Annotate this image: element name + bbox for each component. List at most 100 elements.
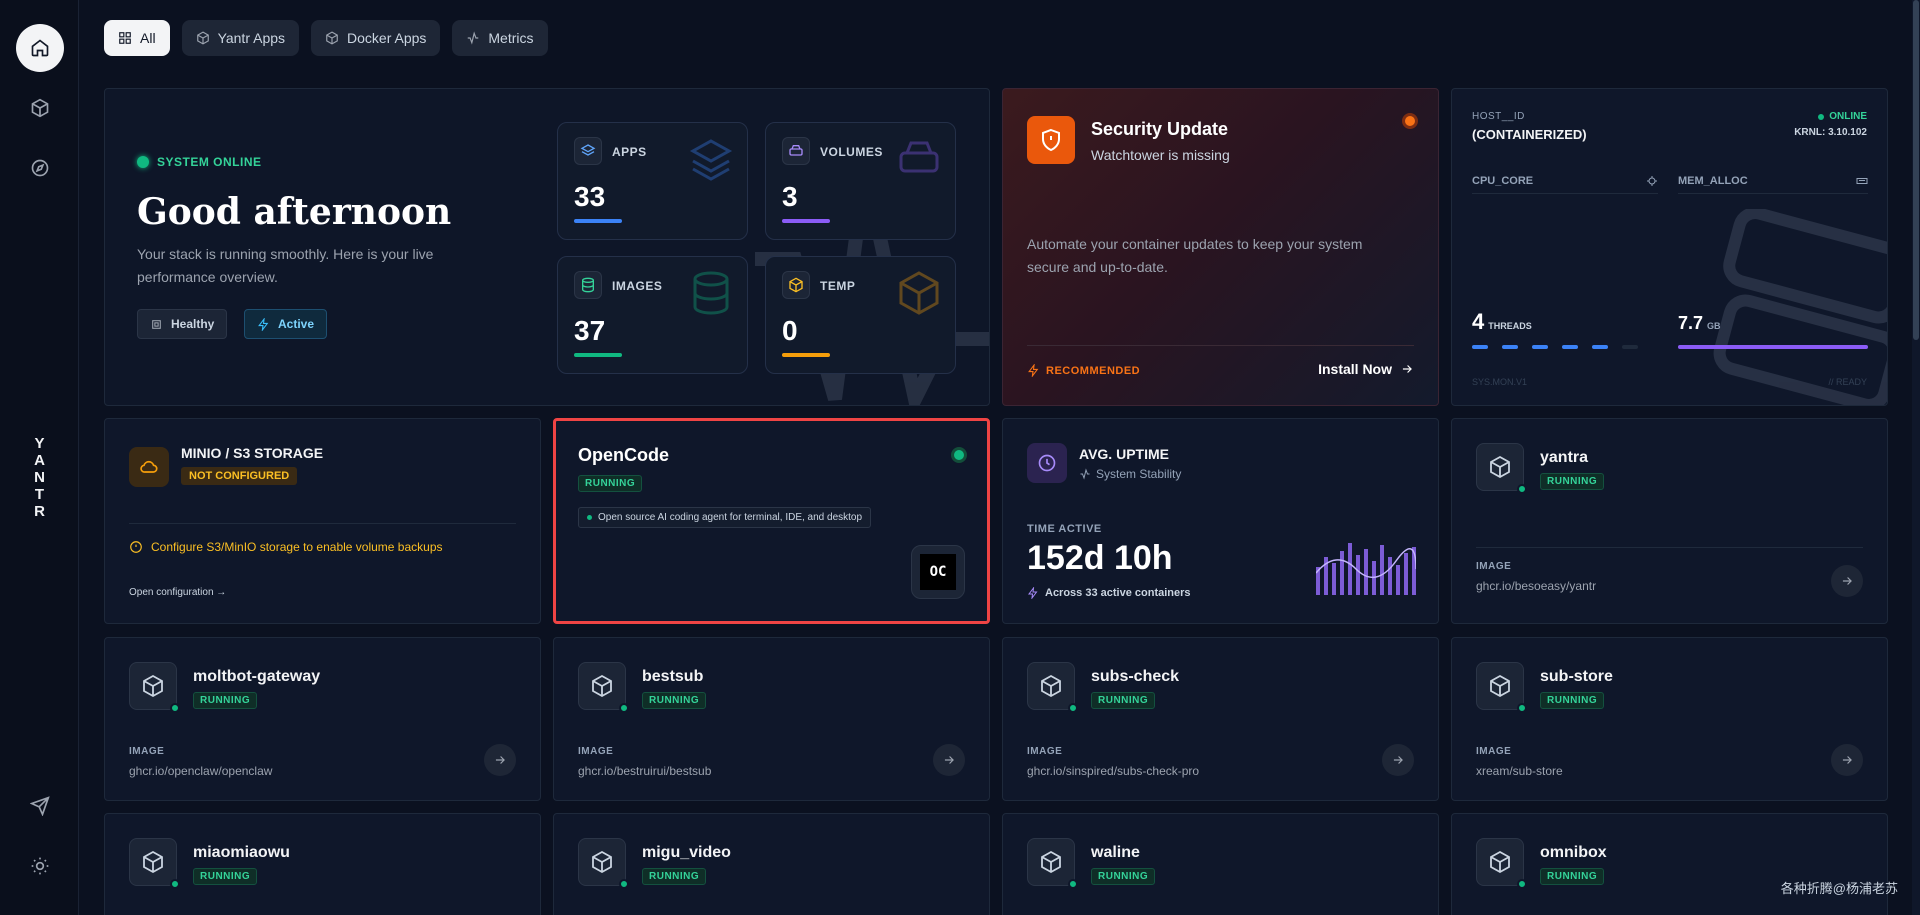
minio-card: MINIO / S3 STORAGE NOT CONFIGURED Config… [104, 418, 541, 624]
footer-text: Across 33 active containers [1045, 587, 1191, 599]
app-name: sub-store [1540, 668, 1613, 685]
open-configuration-link[interactable]: Open configuration → [129, 587, 227, 598]
drive-icon [782, 137, 810, 165]
image-name: xream/sub-store [1476, 764, 1563, 778]
tab-all[interactable]: All [104, 20, 170, 56]
open-app-button[interactable] [484, 744, 516, 776]
install-label: Install Now [1318, 361, 1392, 377]
arrow-right-icon [1842, 577, 1852, 585]
stat-label: APPS [612, 145, 647, 159]
status-dot [619, 703, 629, 713]
cpu-label: CPU_CORE [1472, 175, 1534, 187]
subtitle-line: performance overview. [137, 269, 278, 285]
security-subtitle: Watchtower is missing [1091, 147, 1230, 163]
arrow-right-icon [495, 756, 505, 764]
server-graphic [1713, 209, 1887, 405]
host-kernel: KRNL: 3.10.102 [1794, 127, 1867, 138]
status-dot [170, 879, 180, 889]
tab-label: Yantr Apps [217, 30, 286, 46]
badge-label: Active [278, 317, 315, 331]
app-card-miaomiaowu[interactable]: miaomiaowu RUNNING [104, 813, 541, 915]
tab-label: All [140, 30, 156, 46]
status-badge: RUNNING [1540, 868, 1605, 885]
subtitle-line: Your stack is running smoothly. Here is … [137, 246, 434, 262]
app-name: moltbot-gateway [193, 668, 321, 685]
status-badge: RUNNING [1091, 692, 1156, 709]
scrollbar-thumb[interactable] [1913, 0, 1919, 340]
stat-value: 3 [782, 181, 798, 212]
send-icon [30, 796, 50, 816]
image-name: ghcr.io/sinspired/subs-check-pro [1027, 764, 1200, 778]
shield-icon [1027, 116, 1075, 164]
activity-icon [468, 31, 479, 45]
status-dot [137, 156, 149, 168]
stat-images[interactable]: IMAGES 37 [557, 256, 748, 374]
stat-apps[interactable]: APPS 33 [557, 122, 748, 240]
opencode-description: Open source AI coding agent for terminal… [578, 507, 872, 528]
arrow-right-icon [944, 756, 954, 764]
app-card-migu-video[interactable]: migu_video RUNNING [553, 813, 990, 915]
app-card-yantra[interactable]: yantra RUNNING IMAGE ghcr.io/besoeasy/ya… [1451, 418, 1888, 624]
recommended-label: RECOMMENDED [1027, 364, 1140, 377]
nav-apps[interactable] [16, 84, 64, 132]
system-status: SYSTEM ONLINE [137, 155, 262, 169]
arrow-right-icon [1842, 756, 1852, 764]
box-icon [326, 31, 338, 45]
stat-temp[interactable]: TEMP 0 [765, 256, 956, 374]
brand-letter: R [34, 503, 45, 520]
nav-send[interactable] [16, 782, 64, 830]
app-card-bestsub[interactable]: bestsub RUNNING IMAGE ghcr.io/bestruirui… [553, 637, 990, 801]
status-dot [1068, 703, 1078, 713]
brand-logo: Y A N T R [0, 435, 79, 520]
arrow-right-icon [1393, 756, 1403, 764]
minio-title: MINIO / S3 STORAGE [181, 445, 324, 461]
app-card-subs-check[interactable]: subs-check RUNNING IMAGE ghcr.io/sinspir… [1002, 637, 1439, 801]
stat-label: VOLUMES [820, 145, 883, 159]
bolt-icon [1028, 364, 1039, 377]
thread-seg [1592, 345, 1608, 349]
install-now-button[interactable]: Install Now [1318, 361, 1414, 377]
open-app-button[interactable] [933, 744, 965, 776]
divider [1027, 345, 1414, 346]
app-card-waline[interactable]: waline RUNNING [1002, 813, 1439, 915]
threads-bar [1472, 345, 1658, 349]
box-icon [1027, 838, 1078, 889]
thread-seg [1562, 345, 1578, 349]
theme-toggle[interactable] [16, 842, 64, 890]
thread-seg [1472, 345, 1488, 349]
thread-seg [1532, 345, 1548, 349]
stat-value: 37 [574, 315, 606, 346]
box-icon [129, 838, 180, 889]
tab-docker-apps[interactable]: Docker Apps [311, 20, 441, 56]
stat-volumes[interactable]: VOLUMES 3 [765, 122, 956, 240]
tab-metrics[interactable]: Metrics [452, 20, 548, 56]
security-description: Automate your container updates to keep … [1027, 233, 1362, 279]
security-title: Security Update [1091, 119, 1229, 139]
tab-yantr-apps[interactable]: Yantr Apps [181, 20, 300, 56]
time-active-label: TIME ACTIVE [1027, 523, 1102, 535]
app-card-moltbot-gateway[interactable]: moltbot-gateway RUNNING IMAGE ghcr.io/op… [104, 637, 541, 801]
status-text: SYSTEM ONLINE [157, 155, 262, 169]
scrollbar-track[interactable] [1912, 0, 1920, 915]
image-label: IMAGE [1476, 561, 1512, 572]
ready-label: // READY [1828, 377, 1867, 387]
description-line: secure and up-to-date. [1027, 259, 1168, 275]
open-app-button[interactable] [1382, 744, 1414, 776]
hero-card: SYSTEM ONLINE Good afternoon Your stack … [104, 88, 990, 406]
arrow-right-icon [1402, 365, 1412, 373]
minio-badge: NOT CONFIGURED [181, 467, 298, 485]
app-card-sub-store[interactable]: sub-store RUNNING IMAGE xream/sub-store [1451, 637, 1888, 801]
opencode-card[interactable]: OpenCode RUNNING Open source AI coding a… [553, 418, 990, 624]
package-icon [782, 271, 810, 299]
nav-home[interactable] [16, 24, 64, 72]
greeting-subtitle: Your stack is running smoothly. Here is … [137, 243, 433, 289]
open-app-button[interactable] [1831, 565, 1863, 597]
host-card: HOST__ID (CONTAINERIZED) ONLINE KRNL: 3.… [1451, 88, 1888, 406]
nav-explore[interactable] [16, 144, 64, 192]
box-icon [578, 662, 629, 713]
mem-value: 7.7 [1678, 313, 1704, 333]
app-card-omnibox[interactable]: omnibox RUNNING [1451, 813, 1888, 915]
app-name: migu_video [642, 844, 731, 861]
open-app-button[interactable] [1831, 744, 1863, 776]
box-icon [129, 662, 180, 713]
